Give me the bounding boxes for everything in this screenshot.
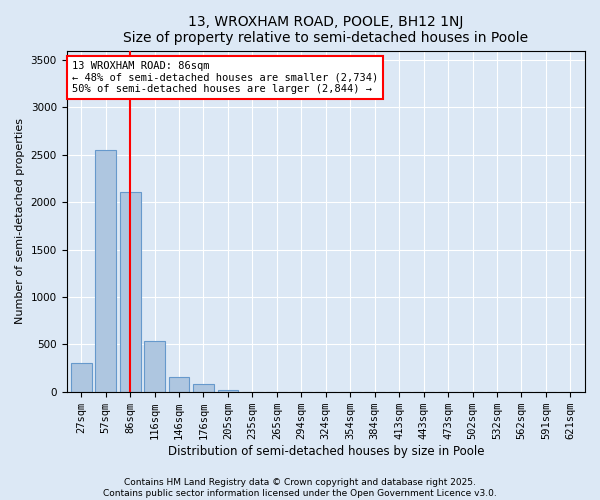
Text: 13 WROXHAM ROAD: 86sqm
← 48% of semi-detached houses are smaller (2,734)
50% of : 13 WROXHAM ROAD: 86sqm ← 48% of semi-det… — [72, 61, 378, 94]
Bar — [169, 377, 190, 392]
Title: 13, WROXHAM ROAD, POOLE, BH12 1NJ
Size of property relative to semi-detached hou: 13, WROXHAM ROAD, POOLE, BH12 1NJ Size o… — [123, 15, 529, 45]
Bar — [120, 192, 140, 392]
Y-axis label: Number of semi-detached properties: Number of semi-detached properties — [15, 118, 25, 324]
Bar — [218, 390, 238, 392]
X-axis label: Distribution of semi-detached houses by size in Poole: Distribution of semi-detached houses by … — [167, 444, 484, 458]
Bar — [71, 363, 92, 392]
Bar — [144, 342, 165, 392]
Bar — [193, 384, 214, 392]
Text: Contains HM Land Registry data © Crown copyright and database right 2025.
Contai: Contains HM Land Registry data © Crown c… — [103, 478, 497, 498]
Bar — [95, 150, 116, 392]
